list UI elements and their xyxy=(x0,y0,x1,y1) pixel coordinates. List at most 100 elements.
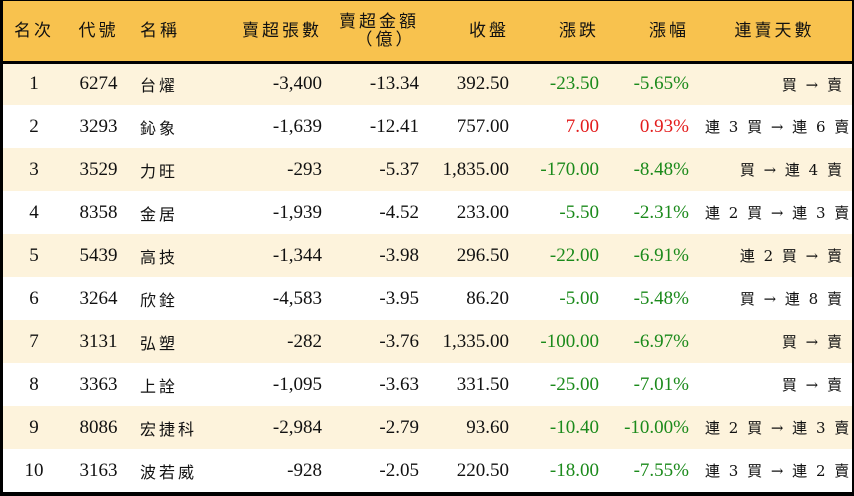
cell-net-sell-lots: -1,344 xyxy=(272,244,322,266)
header-rank: 名次 xyxy=(3,1,65,64)
header-code: 代號 xyxy=(65,1,132,64)
cell-rank: 4 xyxy=(29,201,39,223)
table-header: 名次 代號 名稱 賣超張數 賣超金額 （億） 收盤 漲跌 漲幅 連賣天數 xyxy=(3,1,852,64)
cell-rank: 7 xyxy=(29,330,39,352)
cell-net-sell-amount: -3.76 xyxy=(379,330,419,352)
table-row: 6 3264 欣銓 -4,583 -3.95 86.20 -5.00 -5.48… xyxy=(3,277,852,320)
cell-close: 296.50 xyxy=(456,244,509,266)
cell-change: -5.50 xyxy=(559,201,599,223)
header-change-pct: 漲幅 xyxy=(607,1,697,64)
cell-code: 6274 xyxy=(79,73,118,95)
cell-rank: 1 xyxy=(29,73,39,95)
cell-change: -100.00 xyxy=(540,330,599,352)
cell-close: 86.20 xyxy=(466,287,509,309)
cell-rank: 9 xyxy=(29,416,39,438)
cell-net-sell-lots: -3,400 xyxy=(272,73,322,95)
cell-code: 3163 xyxy=(79,459,118,481)
cell-name: 力旺 xyxy=(140,161,179,181)
table-row: 2 3293 鈊象 -1,639 -12.41 757.00 7.00 0.93… xyxy=(3,105,852,148)
cell-close: 331.50 xyxy=(456,373,509,395)
cell-net-sell-amount: -3.98 xyxy=(379,244,419,266)
table-row: 8 3363 上詮 -1,095 -3.63 331.50 -25.00 -7.… xyxy=(3,363,852,406)
cell-rank: 5 xyxy=(29,244,39,266)
cell-rank: 6 xyxy=(29,287,39,309)
cell-change-pct: -8.48% xyxy=(633,158,689,180)
cell-name: 波若威 xyxy=(140,462,198,482)
cell-close: 1,835.00 xyxy=(442,158,510,180)
table-row: 4 8358 金居 -1,939 -4.52 233.00 -5.50 -2.3… xyxy=(3,191,852,234)
cell-code: 8086 xyxy=(79,416,118,438)
cell-change: -18.00 xyxy=(549,459,599,481)
cell-name: 上詮 xyxy=(140,376,179,396)
cell-name: 高技 xyxy=(140,247,179,267)
cell-net-sell-lots: -4,583 xyxy=(272,287,322,309)
cell-change: -22.00 xyxy=(549,244,599,266)
cell-net-sell-lots: -1,095 xyxy=(272,373,322,395)
net-sell-ranking-table: 名次 代號 名稱 賣超張數 賣超金額 （億） 收盤 漲跌 漲幅 連賣天數 1 6… xyxy=(3,1,852,492)
cell-change-pct: -2.31% xyxy=(633,201,689,223)
cell-net-sell-amount: -12.41 xyxy=(369,115,419,137)
cell-consecutive-days: 連 2 買 → 賣 xyxy=(739,247,844,265)
cell-consecutive-days: 連 2 買 → 連 3 賣 xyxy=(705,204,852,222)
cell-net-sell-lots: -928 xyxy=(287,459,322,481)
header-consecutive-days: 連賣天數 xyxy=(697,1,852,64)
cell-close: 93.60 xyxy=(466,416,509,438)
cell-net-sell-lots: -2,984 xyxy=(272,416,322,438)
cell-rank: 8 xyxy=(29,373,39,395)
cell-rank: 3 xyxy=(29,158,39,180)
cell-consecutive-days: 連 2 買 → 連 3 賣 xyxy=(705,419,852,437)
cell-name: 台燿 xyxy=(140,76,179,96)
cell-close: 233.00 xyxy=(456,201,509,223)
cell-name: 鈊象 xyxy=(140,118,179,138)
cell-net-sell-lots: -282 xyxy=(287,330,322,352)
header-net-sell-amount: 賣超金額 （億） xyxy=(330,1,427,64)
cell-rank: 10 xyxy=(24,459,44,481)
cell-change: 7.00 xyxy=(565,115,599,137)
cell-change-pct: -6.97% xyxy=(633,330,689,352)
cell-change-pct: -7.01% xyxy=(633,373,689,395)
table-row: 5 5439 高技 -1,344 -3.98 296.50 -22.00 -6.… xyxy=(3,234,852,277)
header-name: 名稱 xyxy=(132,1,220,64)
cell-net-sell-amount: -2.79 xyxy=(379,416,419,438)
cell-change-pct: -10.00% xyxy=(624,416,689,438)
header-net-sell-amount-line2: （億） xyxy=(355,29,416,50)
table-row: 3 3529 力旺 -293 -5.37 1,835.00 -170.00 -8… xyxy=(3,148,852,191)
cell-name: 宏捷科 xyxy=(140,419,198,439)
cell-consecutive-days: 連 3 買 → 連 2 賣 xyxy=(705,462,852,480)
cell-code: 3131 xyxy=(79,330,118,352)
cell-consecutive-days: 買 → 連 8 賣 xyxy=(739,290,844,308)
cell-net-sell-lots: -1,939 xyxy=(272,201,322,223)
cell-name: 弘塑 xyxy=(140,333,179,353)
cell-rank: 2 xyxy=(29,115,39,137)
table-row: 1 6274 台燿 -3,400 -13.34 392.50 -23.50 -5… xyxy=(3,62,852,105)
cell-net-sell-amount: -4.52 xyxy=(379,201,419,223)
cell-name: 欣銓 xyxy=(140,290,179,310)
cell-close: 220.50 xyxy=(456,459,509,481)
cell-code: 3293 xyxy=(79,115,118,137)
cell-consecutive-days: 買 → 連 4 賣 xyxy=(739,161,844,179)
cell-change: -10.40 xyxy=(549,416,599,438)
cell-net-sell-amount: -13.34 xyxy=(369,73,419,95)
cell-consecutive-days: 連 3 買 → 連 6 賣 xyxy=(705,118,852,136)
table-body: 1 6274 台燿 -3,400 -13.34 392.50 -23.50 -5… xyxy=(3,62,852,492)
cell-change-pct: -5.48% xyxy=(633,287,689,309)
cell-net-sell-amount: -2.05 xyxy=(379,459,419,481)
cell-net-sell-lots: -1,639 xyxy=(272,115,322,137)
cell-change-pct: 0.93% xyxy=(639,115,689,137)
header-net-sell-amount-line1: 賣超金額 xyxy=(339,11,419,32)
cell-change-pct: -6.91% xyxy=(633,244,689,266)
table-row: 10 3163 波若威 -928 -2.05 220.50 -18.00 -7.… xyxy=(3,449,852,492)
cell-change: -170.00 xyxy=(540,158,599,180)
cell-net-sell-lots: -293 xyxy=(287,158,322,180)
cell-code: 3264 xyxy=(79,287,118,309)
cell-consecutive-days: 買 → 賣 xyxy=(781,376,844,394)
cell-code: 3529 xyxy=(79,158,118,180)
table-row: 9 8086 宏捷科 -2,984 -2.79 93.60 -10.40 -10… xyxy=(3,406,852,449)
cell-close: 392.50 xyxy=(456,73,509,95)
cell-close: 1,335.00 xyxy=(442,330,510,352)
cell-net-sell-amount: -3.63 xyxy=(379,373,419,395)
cell-consecutive-days: 買 → 賣 xyxy=(781,333,844,351)
cell-change: -25.00 xyxy=(549,373,599,395)
cell-change-pct: -5.65% xyxy=(633,73,689,95)
